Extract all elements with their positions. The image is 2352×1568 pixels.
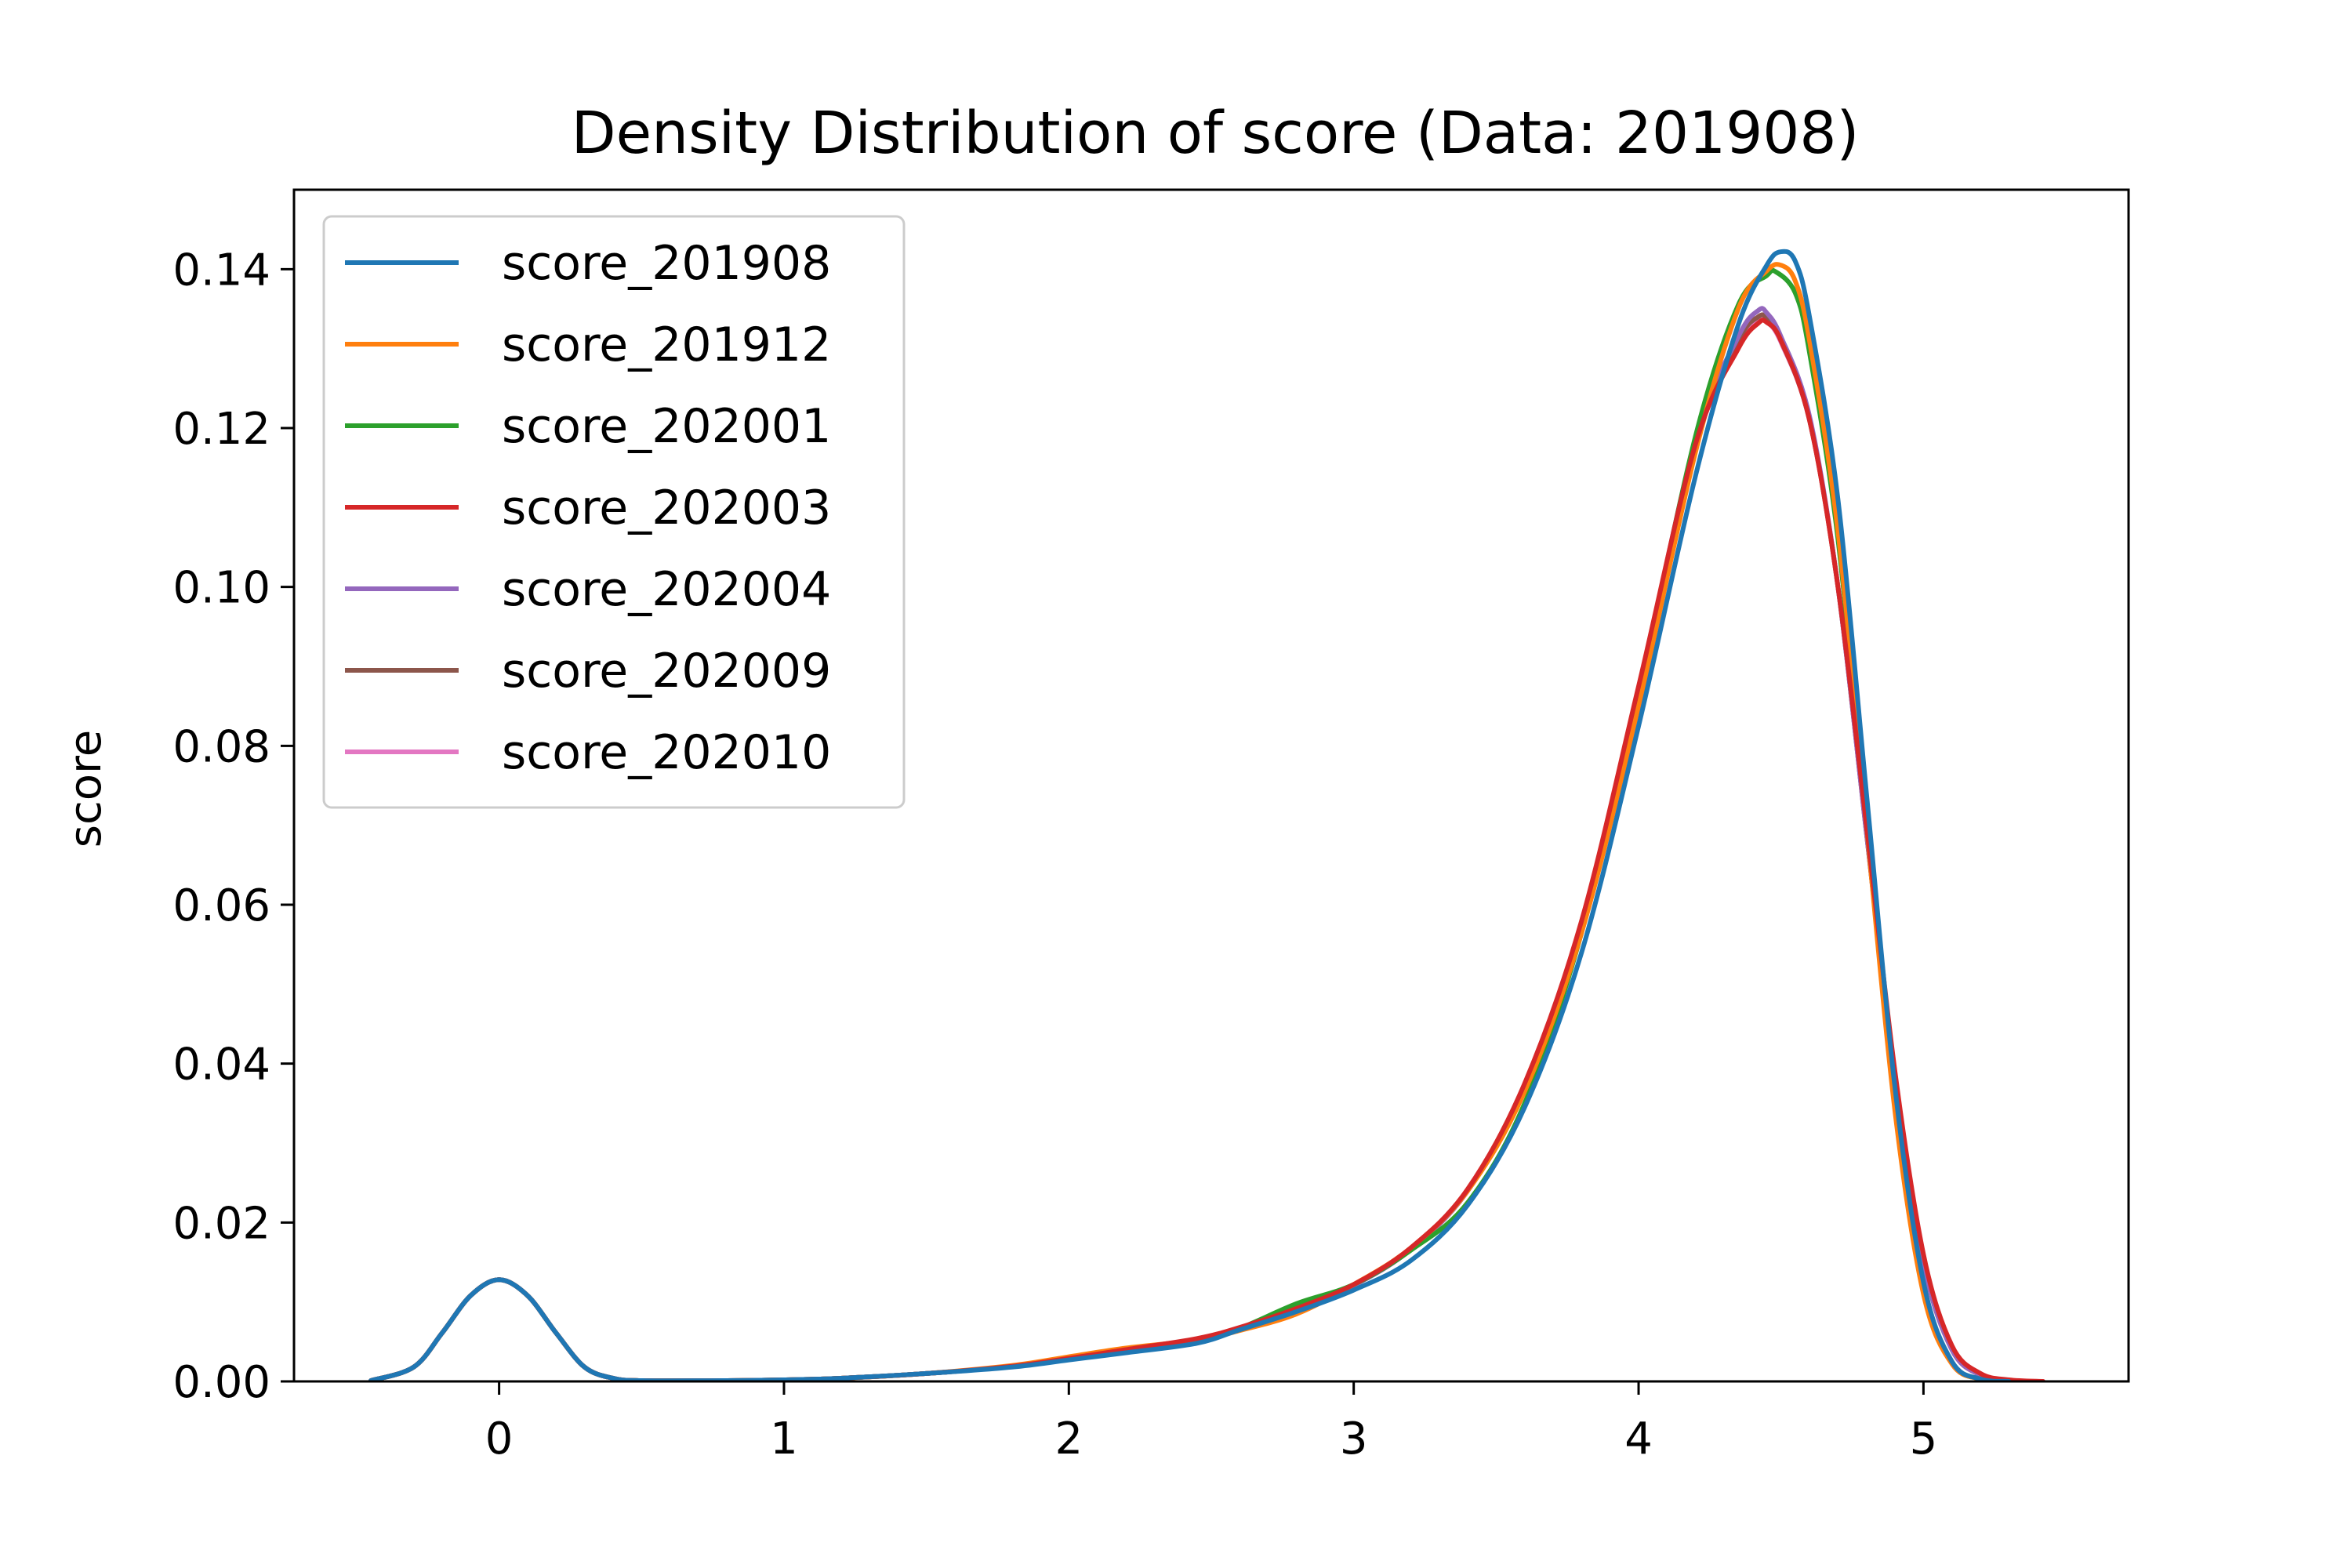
legend-label: score_202010 [502,725,831,780]
legend-label: score_202003 [502,481,831,535]
x-tick-label: 3 [1340,1414,1368,1465]
y-tick-label: 0.12 [172,404,270,455]
legend-label: score_202009 [502,644,831,699]
x-tick-label: 5 [1910,1414,1938,1465]
y-tick-label: 0.14 [172,245,270,296]
x-axis-ticks: 0 1 2 3 4 5 [485,1381,1937,1465]
legend: score_201908 score_201912 score_202001scor… [322,215,906,809]
y-axis-ticks: 0.00 0.02 0.04 0.06 0.08 0.10 0.12 0.14 [172,245,294,1408]
x-tick-label: 0 [485,1414,514,1465]
x-tick-label: 1 [770,1414,798,1465]
legend-label: score_201912 [502,318,831,372]
legend-box [322,215,906,809]
plot-frame [292,188,2130,1383]
x-tick-label: 2 [1055,1414,1083,1465]
y-tick-label: 0.06 [172,880,270,931]
legend-label: score_202001 [502,399,831,454]
y-tick-label: 0.00 [172,1357,270,1408]
series-lines [368,249,2045,1381]
series-line-score_201908 [368,249,2012,1381]
legend-items: score_201908 score_201912 score_202001scor… [345,236,831,780]
legend-label: score_202004 [502,562,831,617]
y-tick-label: 0.10 [172,563,270,614]
x-tick-label: 4 [1624,1414,1653,1465]
y-tick-label: 0.02 [172,1198,270,1249]
legend-label: score_201908 [502,236,831,291]
y-tick-label: 0.08 [172,721,270,772]
y-tick-label: 0.04 [172,1040,270,1091]
chart-title: Density Distribution of score (Data: 201… [572,100,1860,167]
y-axis-title: score [60,730,111,848]
